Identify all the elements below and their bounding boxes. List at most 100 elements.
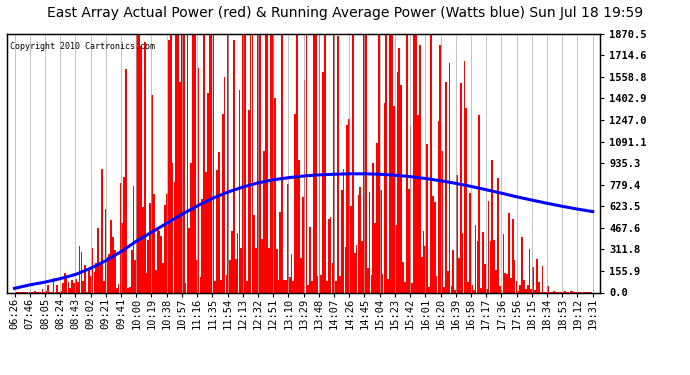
Bar: [367, 268, 368, 292]
Bar: [239, 90, 240, 292]
Bar: [354, 253, 355, 292]
Bar: [520, 285, 521, 292]
Bar: [518, 291, 519, 292]
Bar: [127, 288, 129, 292]
Bar: [331, 263, 333, 292]
Bar: [400, 85, 402, 292]
Bar: [324, 34, 326, 292]
Bar: [495, 270, 497, 292]
Bar: [471, 285, 473, 292]
Bar: [417, 115, 419, 292]
Bar: [135, 260, 136, 292]
Bar: [337, 36, 339, 292]
Bar: [536, 259, 538, 292]
Bar: [532, 267, 534, 292]
Bar: [434, 202, 435, 292]
Bar: [268, 248, 270, 292]
Bar: [106, 256, 108, 292]
Bar: [153, 194, 155, 292]
Text: East Array Actual Power (red) & Running Average Power (Watts blue) Sun Jul 18 19: East Array Actual Power (red) & Running …: [47, 6, 643, 20]
Bar: [231, 231, 233, 292]
Bar: [378, 34, 380, 292]
Text: Copyright 2010 Cartronics.com: Copyright 2010 Cartronics.com: [10, 42, 155, 51]
Bar: [110, 220, 112, 292]
Bar: [270, 34, 272, 292]
Bar: [426, 144, 428, 292]
Bar: [244, 34, 246, 292]
Bar: [183, 34, 184, 292]
Bar: [545, 291, 547, 292]
Bar: [348, 119, 350, 292]
Bar: [486, 289, 488, 292]
Bar: [435, 276, 437, 292]
Bar: [103, 281, 105, 292]
Bar: [477, 242, 478, 292]
Bar: [252, 34, 253, 292]
Bar: [309, 227, 311, 292]
Bar: [465, 108, 467, 292]
Bar: [357, 195, 359, 292]
Bar: [181, 34, 183, 292]
Bar: [458, 258, 460, 292]
Bar: [196, 260, 197, 292]
Bar: [538, 282, 540, 292]
Bar: [209, 34, 210, 292]
Bar: [454, 290, 456, 292]
Bar: [222, 114, 224, 292]
Bar: [94, 272, 95, 292]
Bar: [319, 34, 320, 292]
Bar: [373, 163, 374, 292]
Bar: [118, 284, 119, 292]
Bar: [298, 159, 300, 292]
Bar: [101, 169, 103, 292]
Bar: [125, 69, 127, 292]
Bar: [250, 34, 251, 292]
Bar: [448, 63, 451, 292]
Bar: [149, 203, 151, 292]
Bar: [218, 152, 220, 292]
Bar: [447, 272, 448, 292]
Bar: [173, 182, 175, 292]
Bar: [132, 186, 135, 292]
Bar: [279, 212, 282, 292]
Bar: [423, 231, 424, 292]
Bar: [389, 34, 391, 292]
Bar: [263, 151, 264, 292]
Bar: [300, 258, 302, 292]
Bar: [68, 282, 69, 292]
Bar: [194, 34, 196, 292]
Bar: [397, 72, 398, 292]
Bar: [529, 249, 531, 292]
Bar: [185, 283, 186, 292]
Bar: [177, 34, 179, 292]
Bar: [462, 233, 464, 292]
Bar: [295, 114, 296, 292]
Bar: [510, 278, 512, 292]
Bar: [335, 281, 337, 292]
Bar: [52, 278, 55, 292]
Bar: [164, 205, 166, 292]
Bar: [408, 189, 410, 292]
Bar: [204, 34, 205, 292]
Bar: [99, 264, 101, 292]
Bar: [253, 215, 255, 292]
Bar: [359, 186, 361, 292]
Bar: [484, 264, 486, 292]
Bar: [404, 282, 406, 292]
Bar: [391, 34, 393, 292]
Bar: [430, 34, 432, 292]
Bar: [159, 231, 160, 292]
Bar: [41, 289, 43, 292]
Bar: [192, 34, 194, 292]
Bar: [328, 219, 330, 292]
Bar: [140, 45, 142, 292]
Bar: [393, 106, 395, 292]
Bar: [350, 206, 352, 292]
Bar: [124, 177, 125, 292]
Bar: [363, 34, 365, 292]
Bar: [116, 288, 117, 292]
Bar: [235, 259, 237, 292]
Bar: [210, 34, 213, 292]
Bar: [190, 163, 192, 292]
Bar: [57, 285, 58, 292]
